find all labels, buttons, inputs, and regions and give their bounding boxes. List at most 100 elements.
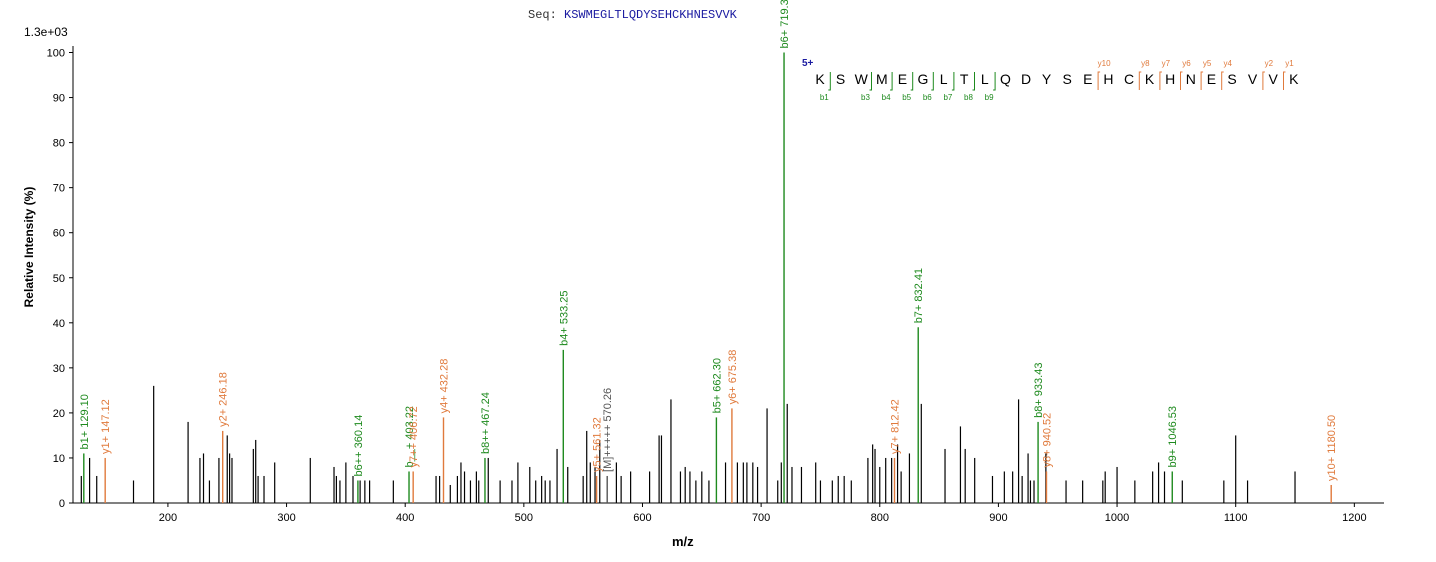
charge-state: 5+ <box>802 58 814 69</box>
y-tick-label: 90 <box>53 93 65 105</box>
sequence-residue: M <box>876 71 888 87</box>
sequence-header: Seq: KSWMEGLTLQDYSEHCKHNESVVK <box>528 8 737 22</box>
b-ion-label: b3 <box>861 93 870 102</box>
peak-label: y2+ 246.18 <box>218 372 230 427</box>
sequence-residue: H <box>1103 71 1113 87</box>
b-ion-bracket <box>993 72 996 91</box>
b-ion-label: b4 <box>882 93 891 102</box>
sequence-residue: V <box>1248 71 1258 87</box>
x-tick-label: 900 <box>989 512 1007 524</box>
b-ion-label: b8 <box>964 93 973 102</box>
peak-label: b9+ 1046.53 <box>1167 406 1179 467</box>
peak-label: y10+ 1180.50 <box>1326 415 1338 481</box>
x-tick-label: 1100 <box>1224 512 1248 524</box>
y-tick-label: 50 <box>53 273 65 285</box>
sequence-residue: C <box>1124 71 1134 87</box>
peak-label: b7+ 832.41 <box>913 268 925 323</box>
peak-label: b8+ 933.43 <box>1033 363 1045 418</box>
y-ion-label: y8 <box>1141 59 1150 68</box>
sequence-residue: N <box>1186 71 1196 87</box>
sequence-residue: G <box>918 71 929 87</box>
sequence-residue: E <box>898 71 907 87</box>
x-tick-label: 700 <box>752 512 770 524</box>
y-tick-label: 10 <box>53 453 65 465</box>
peak-label: y5+ 561.32 <box>592 417 604 472</box>
sequence-value: KSWMEGLTLQDYSEHCKHNESVVK <box>564 8 737 22</box>
y-tick-label: 100 <box>47 48 65 60</box>
y-tick-label: 80 <box>53 138 65 150</box>
y-ion-label: y10 <box>1098 59 1111 68</box>
peak-label: [M]+++++ 570.26 <box>602 388 614 472</box>
x-tick-label: 500 <box>515 512 533 524</box>
peak-label: y4+ 432.28 <box>438 359 450 414</box>
b-ion-label: b9 <box>985 93 994 102</box>
b-ion-bracket <box>890 72 893 91</box>
peak-label: b1+ 129.10 <box>79 394 91 449</box>
y-ion-label: y7 <box>1162 59 1171 68</box>
peak-label: b__+ 403.22 <box>404 406 416 467</box>
sequence-prefix: Seq: <box>528 8 557 22</box>
sequence-residue: E <box>1207 71 1216 87</box>
y-tick-label: 40 <box>53 318 65 330</box>
b-ion-bracket <box>951 72 955 91</box>
y-ion-bracket <box>1097 71 1101 90</box>
sequence-residue: V <box>1269 71 1279 87</box>
y-ion-label: y5 <box>1203 59 1212 68</box>
sequence-residue: K <box>815 71 825 87</box>
y-ion-bracket <box>1138 71 1142 90</box>
sequence-residue: S <box>1227 71 1236 87</box>
x-tick-label: 600 <box>633 512 651 524</box>
x-tick-label: 1200 <box>1342 512 1366 524</box>
b-ion-bracket <box>869 72 872 91</box>
b-ion-bracket <box>828 72 831 91</box>
y-tick-label: 70 <box>53 183 65 195</box>
x-axis-title: m/z <box>672 534 694 549</box>
sequence-residue: H <box>1165 71 1175 87</box>
sequence-residue: Q <box>1000 71 1011 87</box>
sequence-residue: S <box>1063 71 1072 87</box>
y-ion-label: y1 <box>1285 59 1294 68</box>
sequence-residue: K <box>1289 71 1299 87</box>
y-ion-bracket <box>1283 71 1286 90</box>
peak-label: y6+ 675.38 <box>727 350 739 405</box>
y-ion-bracket <box>1221 71 1224 90</box>
sequence-residue: W <box>855 71 869 87</box>
y-tick-label: 20 <box>53 408 65 420</box>
sequence-residue: T <box>960 71 969 87</box>
peak-label: y1+ 147.12 <box>100 399 112 454</box>
y-tick-label: 30 <box>53 363 65 375</box>
b-ion-bracket <box>972 72 975 91</box>
x-tick-label: 300 <box>277 512 295 524</box>
y-ion-bracket <box>1180 71 1183 90</box>
y-ion-bracket <box>1262 71 1265 90</box>
y-ion-bracket <box>1200 71 1204 90</box>
sequence-residue: K <box>1145 71 1155 87</box>
peak-label: b4+ 533.25 <box>558 290 570 345</box>
x-tick-label: 400 <box>396 512 414 524</box>
b-ion-label: b6 <box>923 93 932 102</box>
y-ion-label: y4 <box>1223 59 1232 68</box>
b-ion-bracket <box>910 72 914 91</box>
peak-label: b6+ 719.31 <box>779 0 791 49</box>
sequence-residue: S <box>836 71 845 87</box>
sequence-residue: L <box>940 71 948 87</box>
b-ion-label: b7 <box>943 93 952 102</box>
peak-label: b6++ 360.14 <box>353 415 365 477</box>
sequence-residue: D <box>1021 71 1031 87</box>
b-ion-label: b1 <box>820 93 829 102</box>
b-ion-bracket <box>931 72 934 91</box>
y-ion-label: y6 <box>1182 59 1191 68</box>
sequence-residue: L <box>981 71 989 87</box>
x-tick-label: 200 <box>159 512 177 524</box>
intensity-scale: 1.3e+03 <box>24 25 68 39</box>
y-ion-label: y2 <box>1265 59 1274 68</box>
peak-label: y7+ 812.42 <box>890 399 902 454</box>
x-tick-label: 1000 <box>1105 512 1129 524</box>
y-ion-bracket <box>1159 71 1162 90</box>
peak-label: b5+ 662.30 <box>711 358 723 413</box>
peak-label: y7++ 406.72 <box>408 406 420 467</box>
peak-label: b8++ 467.24 <box>480 392 492 454</box>
sequence-residue: E <box>1083 71 1092 87</box>
y-tick-label: 60 <box>53 228 65 240</box>
